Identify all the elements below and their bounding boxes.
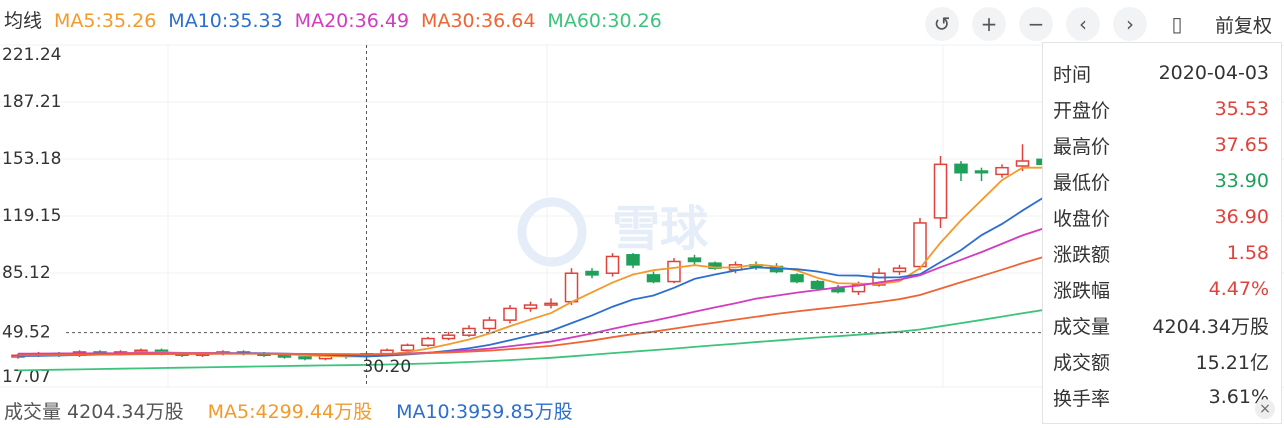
crosshair-x-label: 30.20 xyxy=(363,357,412,377)
candle-body xyxy=(995,166,1009,176)
legend-entry: MA30:36.64 xyxy=(421,10,536,32)
candle-body xyxy=(892,267,907,273)
tooltip-row: 换手率 3.61% xyxy=(1043,379,1281,415)
tooltip-value: 37.65 xyxy=(1214,134,1269,156)
undo-button[interactable]: ↺ xyxy=(924,7,959,41)
candle-body xyxy=(913,222,927,268)
y-tick-label: 119.15 xyxy=(2,206,61,226)
tooltip-label: 成交额 xyxy=(1053,351,1111,374)
tooltip-value: 3.61% xyxy=(1208,386,1269,408)
tooltip-value: 36.90 xyxy=(1214,206,1269,228)
tooltip-label: 收盘价 xyxy=(1053,207,1111,230)
toolbar: ↺ + − ‹ › ▯ 前复权 xyxy=(924,6,1284,42)
legend-entry: MA60:30.26 xyxy=(547,10,662,32)
candle-body xyxy=(523,304,538,310)
watermark: 雪球 xyxy=(517,197,709,267)
candle-body xyxy=(954,163,968,174)
next-button[interactable]: › xyxy=(1112,7,1147,41)
crosshair-label-bg xyxy=(0,319,64,344)
tooltip-label: 涨跌幅 xyxy=(1053,279,1111,302)
candle-body xyxy=(421,337,435,346)
tooltip-value: 4204.34万股 xyxy=(1152,315,1269,338)
tooltip-label: 开盘价 xyxy=(1053,99,1111,122)
ma-legend: 均线 MA5:35.26 MA10:35.33 MA20:36.49 MA30:36.6… xyxy=(4,6,674,33)
candle-body xyxy=(400,344,415,352)
tooltip-value: 1.58 xyxy=(1226,242,1269,264)
candle-body xyxy=(667,260,681,283)
tooltip-value: 33.90 xyxy=(1214,170,1269,192)
zoom-out-button[interactable]: − xyxy=(1018,7,1053,41)
ma-title: 均线 xyxy=(4,10,43,32)
candle-body xyxy=(687,257,702,263)
y-tick-label: 85.12 xyxy=(2,263,51,283)
y-tick-label: 221.24 xyxy=(2,45,61,65)
candle-body xyxy=(544,302,558,306)
volume-item: MA10:3959.85万股 xyxy=(396,400,573,423)
candle-body xyxy=(564,272,579,303)
candle-body xyxy=(298,356,312,360)
tooltip-value: 35.53 xyxy=(1214,98,1269,120)
y-tick-label: 153.18 xyxy=(2,149,61,169)
tooltip-row: 涨跌额 1.58 xyxy=(1043,235,1281,271)
watermark-text: 雪球 xyxy=(612,201,709,257)
candle-body xyxy=(872,272,886,286)
tooltip-spacer xyxy=(1043,43,1281,55)
volume-item: MA5:4299.44万股 xyxy=(207,400,373,423)
candle-body xyxy=(933,163,948,219)
ma-line xyxy=(17,184,1228,357)
volume-legend: 成交量 4204.34万股 MA5:4299.44万股 MA10:3959.85万股 xyxy=(0,392,1042,428)
prev-button[interactable]: ‹ xyxy=(1065,7,1100,41)
candle-body xyxy=(810,280,825,290)
candle-body xyxy=(626,254,640,266)
tooltip-row: 开盘价 35.53 xyxy=(1043,91,1281,127)
tooltip-row: 时间 2020-04-03 xyxy=(1043,55,1281,91)
tooltip-row: 收盘价 36.90 xyxy=(1043,199,1281,235)
tooltip-row: 涨跌幅 4.47% xyxy=(1043,271,1281,307)
tooltip-value: 2020-04-03 xyxy=(1158,62,1269,84)
candle-body xyxy=(790,274,804,283)
ma-line xyxy=(17,274,1228,372)
candle-body xyxy=(462,327,476,336)
legend-entry: MA5:35.26 xyxy=(54,10,157,32)
tooltip-row: 最高价 37.65 xyxy=(1043,127,1281,163)
legend-entry: MA20:36.49 xyxy=(294,10,410,32)
tooltip-value: 15.21亿 xyxy=(1195,351,1269,374)
candle-body xyxy=(277,354,292,358)
candle-body xyxy=(482,319,497,330)
tooltip-label: 最低价 xyxy=(1053,171,1111,194)
volume-item: 成交量 4204.34万股 xyxy=(4,400,184,423)
y-tick-label: 17.07 xyxy=(2,367,51,387)
candle-button[interactable]: ▯ xyxy=(1171,12,1183,36)
tooltip-label: 涨跌额 xyxy=(1053,243,1111,266)
tooltip-row: 成交量 4204.34万股 xyxy=(1043,307,1281,343)
y-tick-label: 187.21 xyxy=(2,92,61,112)
zoom-in-button[interactable]: + xyxy=(971,7,1006,41)
candle-body xyxy=(503,307,517,321)
tooltip-value: 4.47% xyxy=(1208,278,1269,300)
candle-body xyxy=(974,170,989,174)
tooltip-row: 成交额 15.21亿 xyxy=(1043,343,1281,379)
crosshair-price: 49.52 xyxy=(2,323,51,343)
close-button[interactable]: × xyxy=(1255,399,1275,419)
tooltip-label: 时间 xyxy=(1053,63,1092,86)
candle-body xyxy=(605,255,620,274)
candle-body xyxy=(646,274,661,283)
candle-body xyxy=(585,270,599,276)
tooltip-label: 最高价 xyxy=(1053,135,1111,158)
tooltip-label: 换手率 xyxy=(1053,387,1111,410)
tooltip-label: 成交量 xyxy=(1053,315,1111,338)
candle-body xyxy=(1015,160,1030,167)
candle-body xyxy=(441,334,456,340)
tooltip-row: 最低价 33.90 xyxy=(1043,163,1281,199)
legend-entry: MA10:35.33 xyxy=(168,10,283,32)
adjust-button[interactable]: 前复权 xyxy=(1214,14,1272,37)
tooltip: × 时间 2020-04-03 开盘价 35.53 最高价 37.65 最低价 33.90 收盘价… xyxy=(1042,42,1282,424)
